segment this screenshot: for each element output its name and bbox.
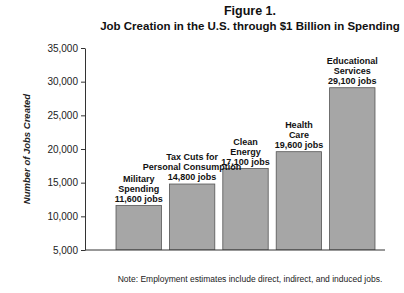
category-label: MilitarySpending — [118, 174, 159, 194]
bar — [223, 169, 268, 250]
y-axis-title: Number of Jobs Created — [21, 94, 32, 205]
category-label-line: Services — [334, 66, 371, 76]
y-tick: 25,000 — [47, 110, 85, 121]
data-label: 14,800 jobs — [168, 172, 217, 182]
y-tick-label: 25,000 — [47, 110, 78, 121]
chart: Figure 1. Job Creation in the U.S. throug… — [0, 0, 404, 293]
category-label-line: Energy — [230, 147, 261, 157]
y-tick-label: 15,000 — [47, 177, 78, 188]
y-tick-label: 5,000 — [53, 245, 78, 256]
bar — [116, 206, 161, 250]
bar — [169, 184, 214, 250]
x-axis — [85, 250, 385, 251]
category-label-line: Clean — [233, 137, 258, 147]
bars — [116, 88, 375, 250]
y-tick-label: 20,000 — [47, 144, 78, 155]
data-label: 29,100 jobs — [328, 76, 377, 86]
bar — [276, 152, 321, 250]
y-axis: 5,000 10,000 15,000 20,000 25,000 30,000 35,00… — [47, 43, 85, 256]
y-tick-mark — [81, 216, 85, 217]
y-tick-label: 35,000 — [47, 43, 78, 54]
y-tick: 15,000 — [47, 177, 85, 188]
y-tick: 10,000 — [47, 211, 85, 222]
x-axis-line — [85, 250, 385, 251]
y-tick-label: 10,000 — [47, 211, 78, 222]
y-tick-mark — [81, 115, 85, 116]
data-label: 19,600 jobs — [275, 140, 324, 150]
y-tick: 20,000 — [47, 144, 85, 155]
subtitle: Job Creation in the U.S. through $1 Bill… — [100, 20, 400, 32]
category-label: CleanEnergy — [230, 137, 261, 157]
category-label-line: Health — [285, 120, 313, 130]
category-label-line: Tax Cuts for — [166, 152, 218, 162]
y-axis-line — [85, 49, 86, 251]
category-label: EducationalServices — [327, 56, 378, 76]
y-tick-mark — [81, 183, 85, 184]
bar — [330, 88, 375, 250]
category-label: HealthCare — [285, 120, 313, 140]
y-tick-mark — [81, 250, 85, 251]
data-labels: 11,600 jobsMilitarySpending14,800 jobsTa… — [115, 56, 378, 204]
y-tick: 35,000 — [47, 43, 85, 54]
annotation: Note: Employment estimates include direc… — [118, 274, 383, 284]
category-label-line: Educational — [327, 56, 378, 66]
y-tick-mark — [81, 149, 85, 150]
y-tick-mark — [81, 48, 85, 49]
data-label: 11,600 jobs — [115, 194, 163, 204]
y-tick-mark — [81, 82, 85, 83]
category-label-line: Care — [289, 130, 309, 140]
data-label: 17,100 jobs — [221, 157, 270, 167]
y-tick: 5,000 — [53, 245, 85, 256]
category-label-line: Spending — [118, 184, 159, 194]
y-tick: 30,000 — [47, 76, 85, 87]
title: Figure 1. — [224, 4, 276, 18]
category-label-line: Military — [123, 174, 155, 184]
y-tick-label: 30,000 — [47, 76, 78, 87]
